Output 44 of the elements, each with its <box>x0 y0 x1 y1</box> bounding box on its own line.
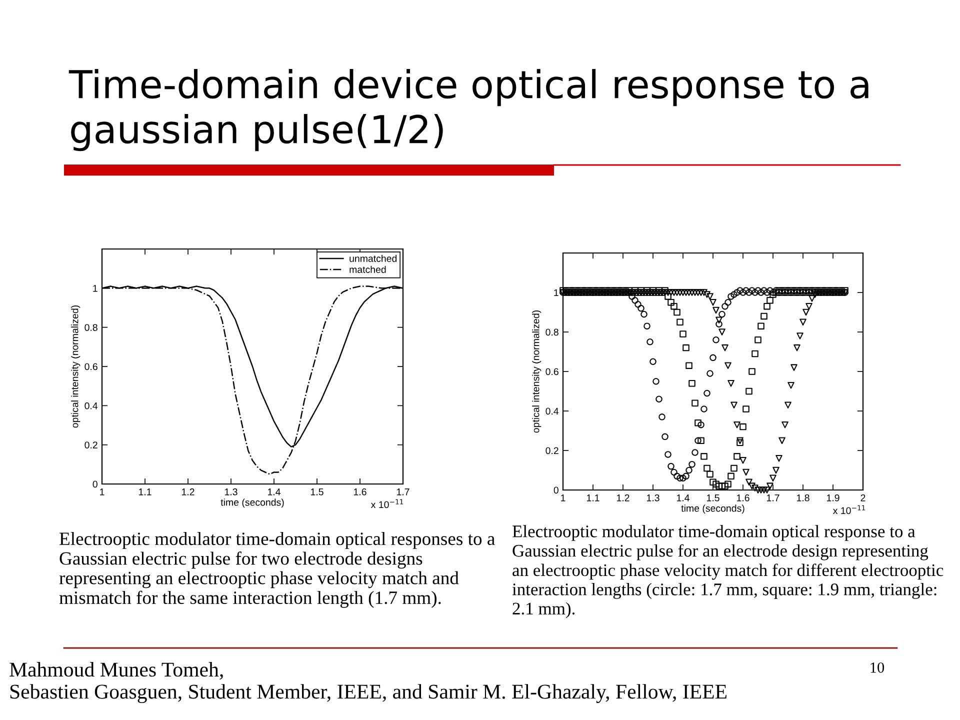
y-axis-title: optical intensity (normalized) <box>71 306 80 428</box>
y-tick-label: 0.4 <box>84 402 98 410</box>
text: Electrooptic modulator time-domain optical response to a Gaussian electric pulse for an electrode design representing an electrooptic phase velocity match for different electrooptic interaction lengths (circle: 1.7 mm, square: 1.9 mm, triangle: 2.1 mm). <box>512 525 944 618</box>
x-tick-label: 1.3 <box>646 494 660 502</box>
x-tick-label: 1.1 <box>138 488 152 496</box>
y-tick-label: 0.2 <box>546 447 558 454</box>
y-tick-label: 0 <box>554 486 558 494</box>
legend-label: unmatched <box>350 254 397 262</box>
x-axis-title: time (seconds) <box>220 498 284 508</box>
x-axis-title: time (seconds) <box>681 504 744 514</box>
y-tick-label: 0.8 <box>84 324 98 331</box>
text: 10 <box>870 662 884 673</box>
x-tick-label: 1.5 <box>706 494 720 502</box>
y-tick-label: 1 <box>554 289 558 296</box>
x-tick-label: 1.4 <box>268 488 280 496</box>
x-tick-label: 2 <box>860 494 866 502</box>
x-tick-label: 1.6 <box>736 494 750 502</box>
text: x 10$^{−11}$ <box>370 499 404 508</box>
y-axis-title: optical intensity (normalized) <box>532 310 542 433</box>
y-tick-label: 1 <box>93 285 98 292</box>
x-tick-label: 1.9 <box>826 494 840 502</box>
y-tick-label: 0.8 <box>546 328 558 336</box>
y-tick-label: 0.4 <box>546 408 559 415</box>
x-tick-label: 1.2 <box>616 494 630 502</box>
text: Mahmoud Munes Tomeh, Sebastien Goasguen, Student Member, IEEE, and Samir M. El-Ghazaly, Fellow, IEEE <box>10 662 726 704</box>
text: x 10$^{−11}$ <box>832 505 866 514</box>
x-tick-label: 1.5 <box>310 488 324 496</box>
x-tick-label: 1.6 <box>354 488 366 496</box>
x-tick-label: 1.1 <box>586 494 600 502</box>
x-tick-label: 1.2 <box>182 488 194 496</box>
text: Electrooptic modulator time-domain optical responses to a Gaussian electric pulse for two electrode designs representing an electrooptic phase velocity match and mismatch for the same interaction length (1.7 mm). <box>59 532 495 608</box>
x-tick-label: 1.4 <box>676 494 690 502</box>
x-tick-label: 1.7 <box>766 494 780 502</box>
y-tick-label: 0.6 <box>84 363 98 370</box>
y-tick-label: 0.6 <box>546 368 558 376</box>
chart-title: Time-domain device optical response to a gaussian pulse(1/2) <box>68 69 868 152</box>
x-tick-label: 1 <box>100 488 104 496</box>
legend-label: matched <box>350 266 386 273</box>
x-tick-label: 1.8 <box>796 494 810 502</box>
x-tick-label: 1.7 <box>396 488 410 496</box>
y-tick-label: 0 <box>92 480 98 488</box>
y-tick-label: 0.2 <box>84 442 98 448</box>
x-tick-label: 1 <box>561 494 566 502</box>
x-tick-label: 1.3 <box>224 488 238 496</box>
